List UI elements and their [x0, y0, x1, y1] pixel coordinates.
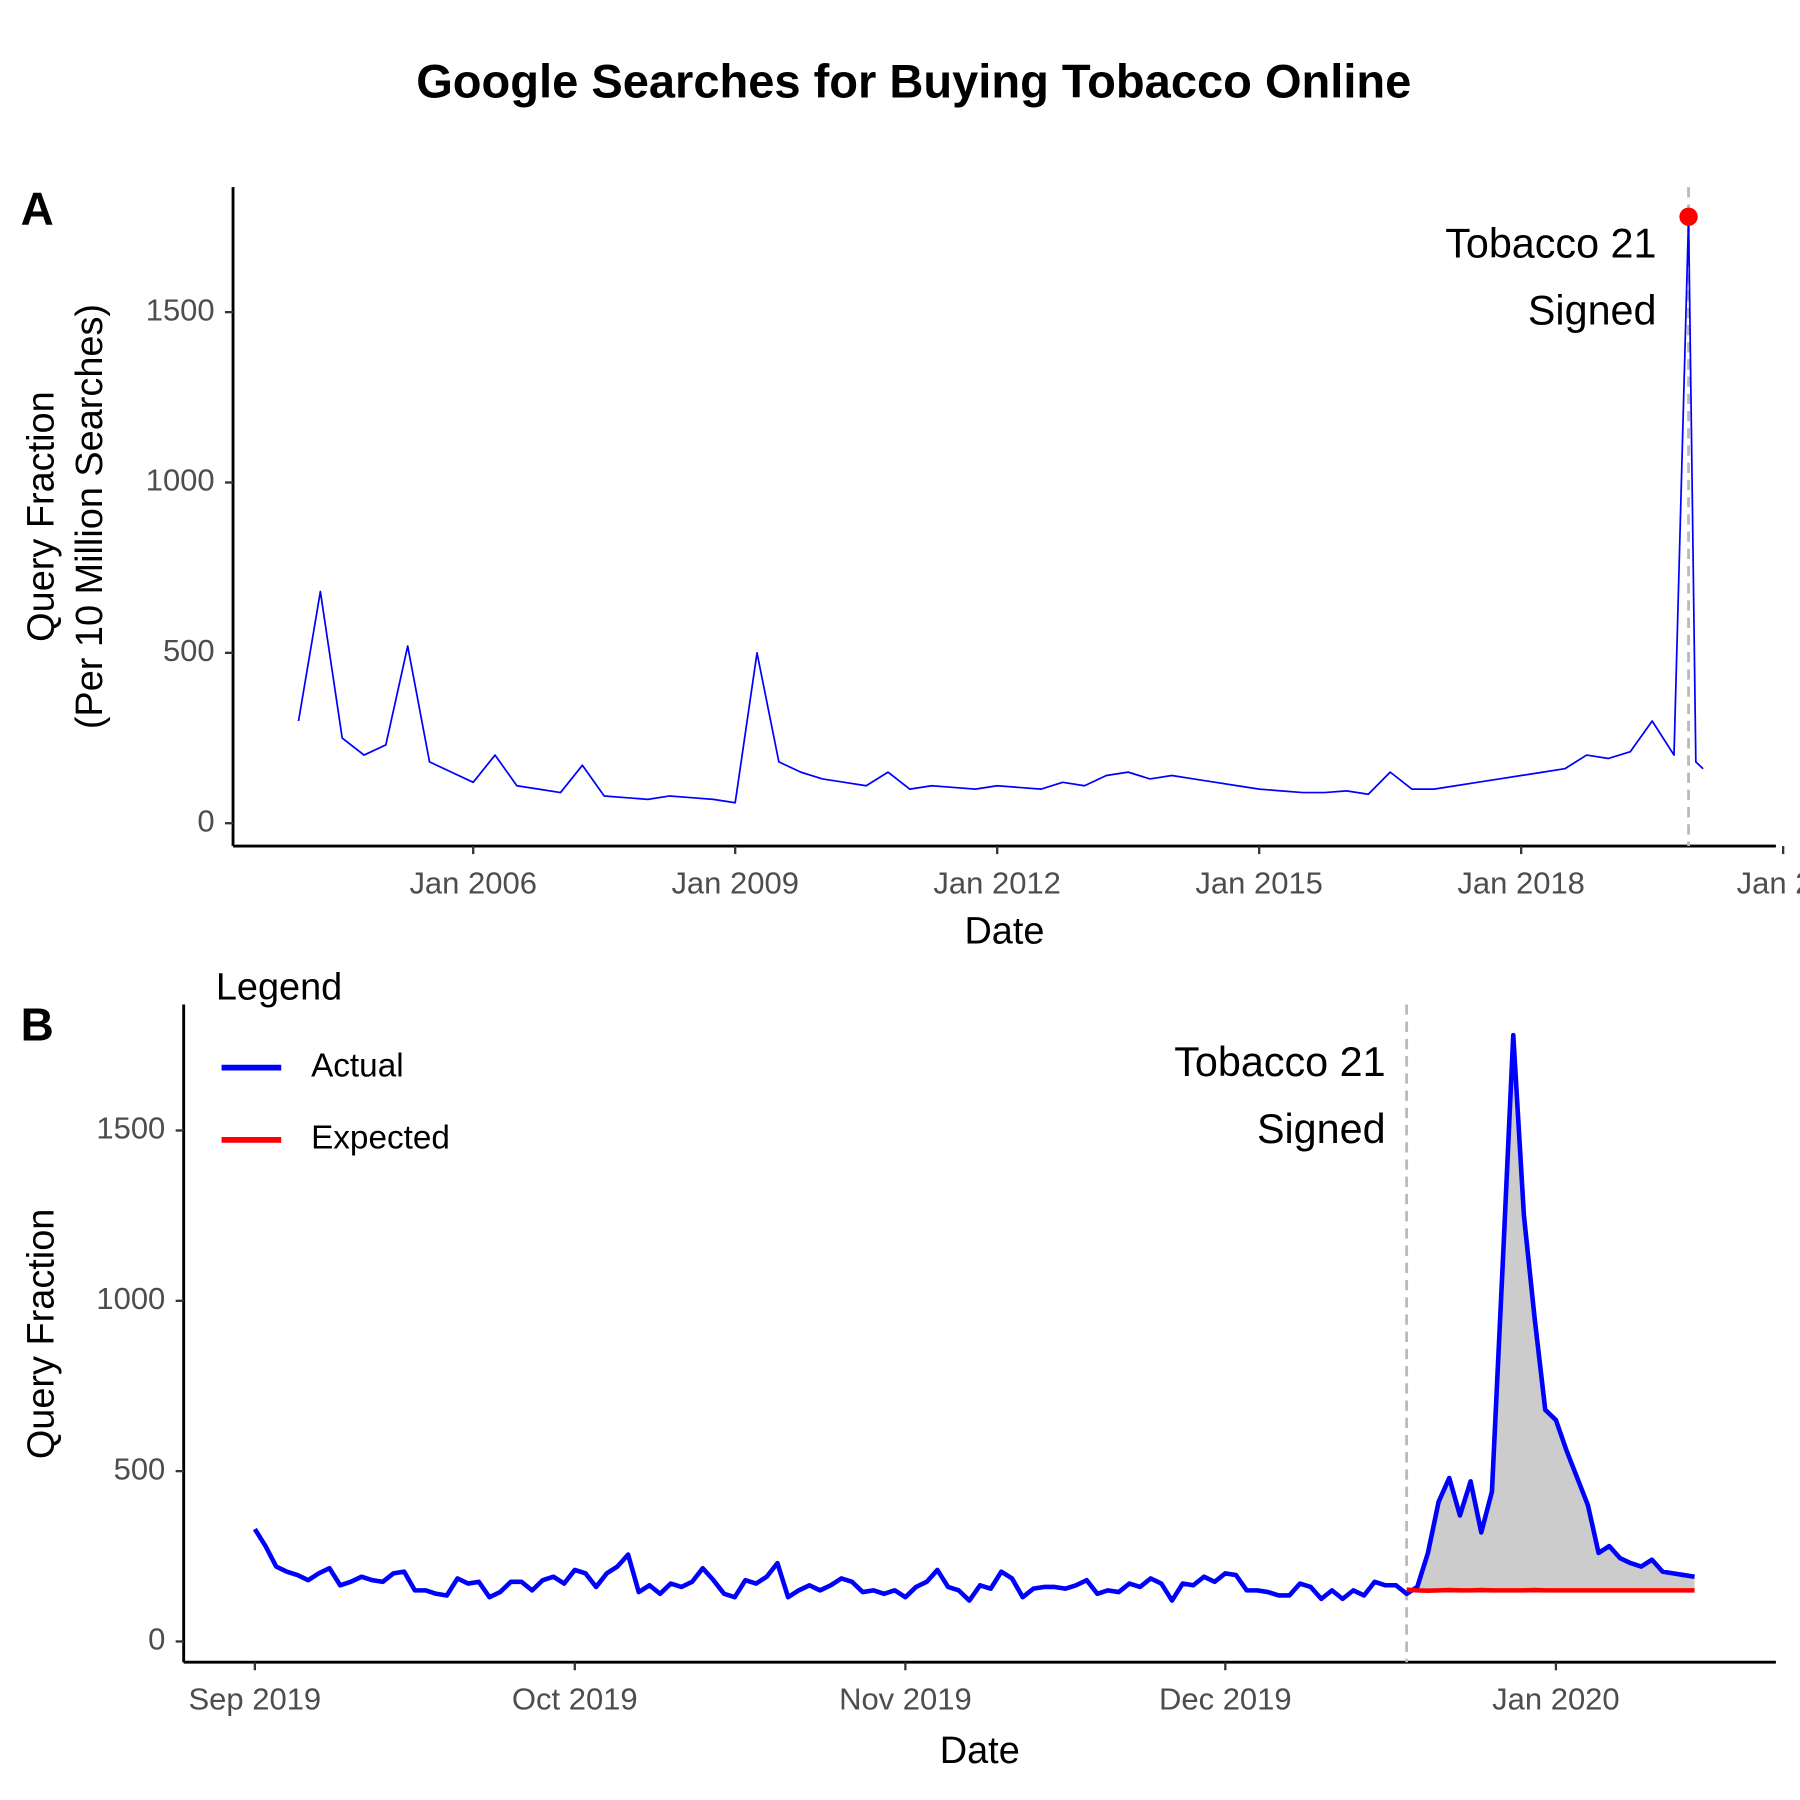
y-tick-label: 500: [163, 633, 215, 668]
legend-label: Expected: [311, 1120, 450, 1157]
annotation: Tobacco 21: [1174, 1039, 1385, 1085]
series-line: [297, 215, 1704, 804]
series-line: [1406, 1587, 1695, 1594]
x-axis-label: Date: [964, 910, 1044, 952]
y-axis-label: Query Fraction: [21, 1209, 63, 1459]
x-tick-label: Jan 2018: [1457, 865, 1585, 900]
chart-title: Google Searches for Buying Tobacco Onlin…: [416, 54, 1411, 107]
y-tick-label: 1000: [96, 1281, 165, 1316]
x-tick-label: Dec 2019: [1159, 1681, 1292, 1716]
legend-title: Legend: [216, 967, 342, 1009]
x-tick-label: Nov 2019: [839, 1681, 972, 1716]
legend-label: Actual: [311, 1047, 404, 1084]
x-axis-label: Date: [940, 1730, 1020, 1772]
y-tick-label: 1500: [96, 1111, 165, 1146]
y-tick-label: 1500: [146, 292, 215, 327]
x-tick-label: Jan 2006: [409, 865, 537, 900]
x-tick-label: Jan 20: [1737, 865, 1800, 900]
y-axis-label: (Per 10 Million Searches): [69, 304, 111, 729]
x-tick-label: Jan 2009: [671, 865, 798, 900]
x-tick-label: Jan 2015: [1195, 865, 1323, 900]
excess-area: [1406, 1035, 1695, 1594]
annotation: Signed: [1528, 287, 1657, 333]
y-tick-label: 500: [114, 1451, 166, 1486]
panel-tag: B: [21, 999, 54, 1051]
x-tick-label: Oct 2019: [512, 1681, 638, 1716]
y-tick-label: 1000: [146, 463, 215, 498]
annotation: Signed: [1257, 1106, 1386, 1152]
panel-tag: A: [21, 182, 54, 234]
series-line: [252, 1032, 1695, 1603]
annotation: Tobacco 21: [1445, 221, 1656, 267]
x-tick-label: Jan 2020: [1492, 1681, 1620, 1716]
y-tick-label: 0: [148, 1622, 165, 1657]
y-axis-label: Query Fraction: [21, 391, 63, 641]
x-tick-label: Sep 2019: [189, 1681, 322, 1716]
x-tick-label: Jan 2012: [933, 865, 1061, 900]
y-tick-label: 0: [197, 803, 214, 838]
peak-point: [1679, 207, 1698, 226]
